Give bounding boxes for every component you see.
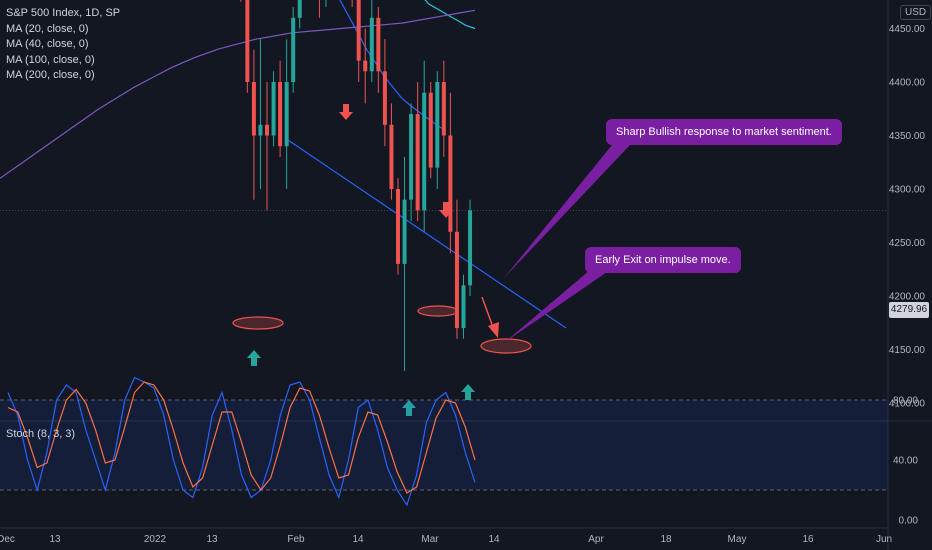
- support-ellipse-1: [232, 316, 284, 330]
- price-tick-label: 4150.00: [889, 345, 926, 356]
- candle-body: [356, 0, 361, 61]
- time-tick-label: Feb: [287, 534, 305, 545]
- annotation-bullish: Sharp Bullish response to market sentime…: [606, 119, 842, 145]
- symbol-title: S&P 500 Index, 1D, SP: [6, 7, 121, 19]
- candle-body: [409, 114, 414, 200]
- time-tick-label: 18: [660, 534, 672, 545]
- stoch-line-k: [7, 376, 476, 507]
- time-tick-label: 13: [206, 534, 218, 545]
- exit-arrow-head: [488, 322, 499, 338]
- stoch-tick-label: 80.00: [893, 396, 918, 407]
- time-tick-label: 14: [488, 534, 500, 545]
- candle-body: [297, 0, 302, 18]
- candle-body: [441, 82, 446, 136]
- ma-line-4: [0, 9, 476, 179]
- legend-ma100: MA (100, close, 0): [6, 53, 95, 66]
- ma-line-1: [339, 0, 446, 131]
- current-price-tag: 4279.96: [889, 302, 929, 318]
- candle-body: [468, 210, 473, 286]
- candle-body: [271, 82, 276, 136]
- support-ellipse-2: [417, 305, 459, 317]
- legend-ma40: MA (40, close, 0): [6, 38, 89, 50]
- time-tick-label: Mar: [421, 534, 439, 545]
- time-tick-label: 14: [352, 534, 364, 545]
- chart-legend: S&P 500 Index, 1D, SP MA (20, close, 0) …: [6, 6, 120, 84]
- stoch-legend: Stoch (8, 3, 3): [6, 428, 76, 440]
- candle-body: [428, 92, 433, 168]
- candle-body: [402, 199, 407, 264]
- price-tick-label: 4400.00: [889, 78, 926, 89]
- annotation-early-exit: Early Exit on impulse move.: [585, 247, 741, 273]
- candle-body: [278, 82, 283, 147]
- candle-body: [461, 285, 466, 329]
- trendline: [287, 139, 567, 329]
- candle-body: [376, 17, 381, 72]
- candle-body: [245, 0, 250, 83]
- legend-ma20: MA (20, close, 0): [6, 22, 89, 35]
- time-tick-label: Dec: [0, 534, 15, 545]
- stoch-tick-label: 40.00: [893, 456, 918, 467]
- currency-badge[interactable]: USD: [900, 5, 932, 20]
- candle-body: [448, 135, 453, 232]
- candle-body: [396, 189, 400, 264]
- candle-body: [363, 60, 368, 72]
- candle-body: [454, 231, 459, 329]
- candle-body: [265, 124, 269, 136]
- candle-body: [251, 82, 256, 136]
- buy-arrow-icon: [247, 350, 261, 366]
- candle-body: [369, 17, 374, 72]
- exit-ellipse: [480, 338, 532, 354]
- price-tick-label: 4100.00: [889, 399, 926, 410]
- time-tick-label: Jun: [876, 534, 892, 545]
- exit-arrow-line: [481, 296, 495, 331]
- candle-body: [415, 114, 420, 211]
- time-tick-label: 16: [802, 534, 814, 545]
- price-tick-label: 4450.00: [889, 24, 926, 35]
- price-tick-label: 4200.00: [889, 292, 926, 303]
- candle-body: [422, 92, 427, 211]
- candle-body: [389, 124, 394, 189]
- buy-arrow-icon: [461, 384, 475, 400]
- callout-pointer-bullish: [504, 145, 630, 278]
- stoch-band: [0, 400, 888, 490]
- time-tick-label: Apr: [588, 534, 604, 545]
- time-tick-label: May: [728, 534, 747, 545]
- candle-body: [382, 71, 387, 125]
- stoch-tick-label: 0.00: [899, 516, 919, 527]
- price-tick-label: 4250.00: [889, 238, 926, 249]
- sell-arrow-icon: [339, 104, 353, 120]
- candle-body: [435, 82, 440, 168]
- callout-pointer-exit: [505, 270, 610, 342]
- buy-arrow-icon: [402, 400, 416, 416]
- stoch-line-d: [7, 381, 476, 494]
- time-tick-label: 13: [49, 534, 61, 545]
- candle-body: [284, 82, 289, 147]
- candle-body: [291, 17, 296, 82]
- sell-arrow-icon: [439, 202, 453, 218]
- price-tick-label: 4350.00: [889, 131, 926, 142]
- time-tick-label: 2022: [144, 534, 167, 545]
- legend-ma200: MA (200, close, 0): [6, 69, 95, 81]
- candle-body: [258, 124, 263, 136]
- price-tick-label: 4300.00: [889, 185, 926, 196]
